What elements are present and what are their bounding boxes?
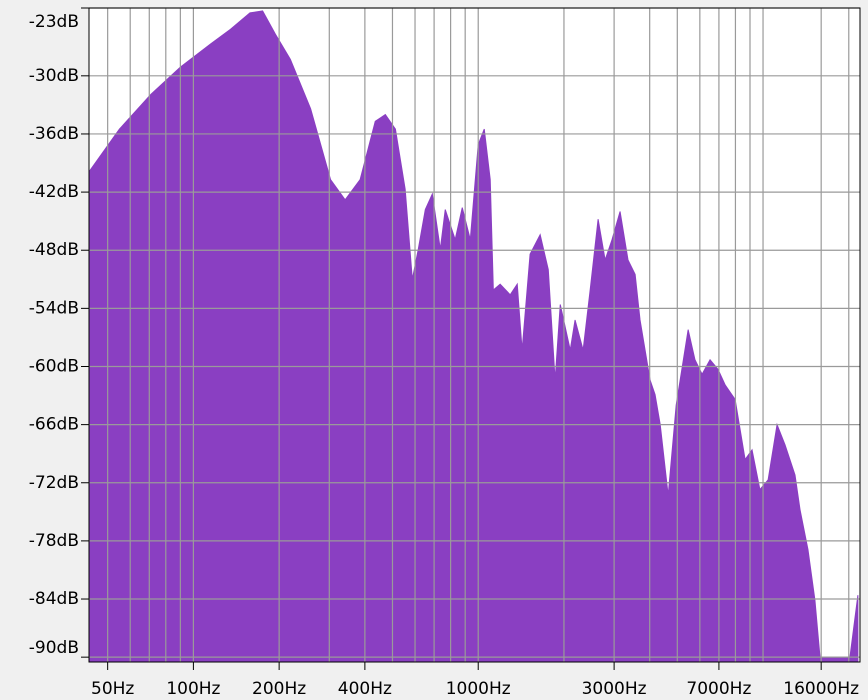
- x-tick-label: 200Hz: [252, 679, 306, 699]
- y-tick-label: -36dB: [29, 124, 79, 144]
- x-tick-label: 50Hz: [91, 679, 134, 699]
- y-tick-label: -78dB: [29, 531, 79, 551]
- y-tick-label: -90dB: [29, 638, 79, 658]
- plot-border: [88, 7, 861, 663]
- x-tick-label: 7000Hz: [686, 679, 751, 699]
- x-tick-label: 3000Hz: [582, 679, 647, 699]
- x-tick-label: 400Hz: [338, 679, 392, 699]
- x-tick-label: 100Hz: [166, 679, 220, 699]
- y-tick-label: -54dB: [29, 298, 79, 318]
- y-tick-label: -72dB: [29, 473, 79, 493]
- spectrum-area: [88, 10, 859, 663]
- x-tick-label: 16000Hz: [783, 679, 859, 699]
- y-tick-label: -30dB: [29, 66, 79, 86]
- y-tick-label: -84dB: [29, 589, 79, 609]
- y-tick-label: -23dB: [29, 12, 79, 32]
- y-tick-label: -60dB: [29, 356, 79, 376]
- y-tick-label: -48dB: [29, 240, 79, 260]
- y-tick-label: -42dB: [29, 182, 79, 202]
- x-tick-label: 1000Hz: [446, 679, 511, 699]
- y-tick-label: -66dB: [29, 415, 79, 435]
